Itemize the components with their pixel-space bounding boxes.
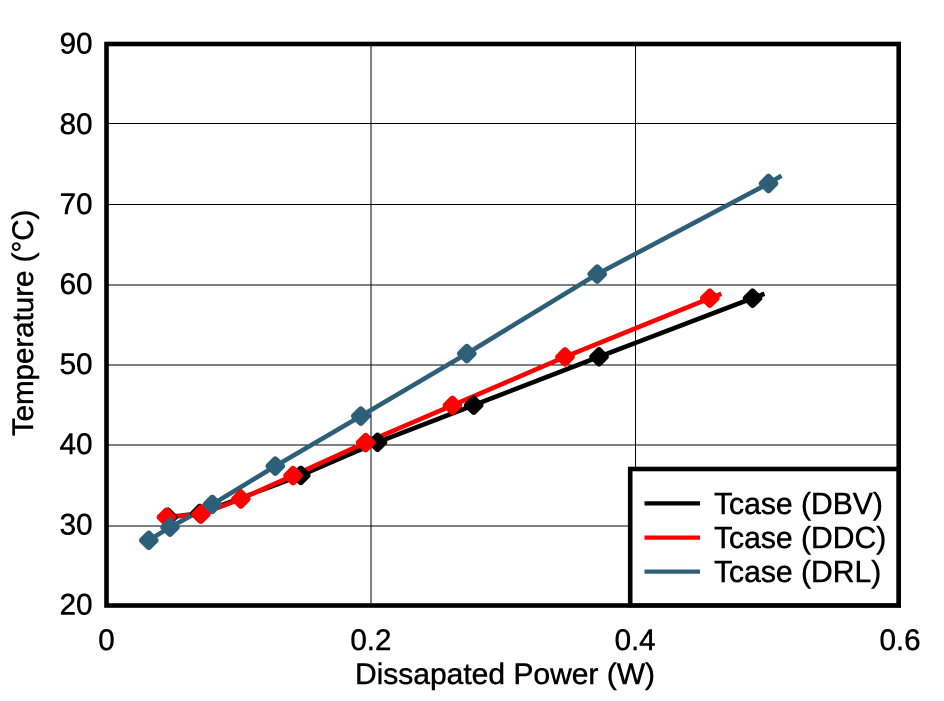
svg-text:Tcase (DRL): Tcase (DRL) [714, 556, 881, 589]
svg-text:Temperature (°C): Temperature (°C) [7, 210, 40, 437]
svg-text:0: 0 [98, 624, 114, 657]
svg-text:60: 60 [60, 268, 93, 301]
svg-text:80: 80 [60, 108, 93, 141]
svg-text:Dissapated Power (W): Dissapated Power (W) [355, 658, 655, 691]
svg-text:40: 40 [60, 428, 93, 461]
svg-text:0.2: 0.2 [350, 624, 391, 657]
svg-text:Tcase (DDC): Tcase (DDC) [714, 522, 886, 555]
svg-text:50: 50 [60, 348, 93, 381]
svg-text:0.4: 0.4 [615, 624, 656, 657]
svg-text:70: 70 [60, 188, 93, 221]
svg-text:0.6: 0.6 [879, 624, 920, 657]
svg-text:30: 30 [60, 508, 93, 541]
svg-text:Tcase (DBV): Tcase (DBV) [714, 488, 883, 521]
svg-text:90: 90 [60, 28, 93, 61]
svg-text:20: 20 [60, 588, 93, 621]
